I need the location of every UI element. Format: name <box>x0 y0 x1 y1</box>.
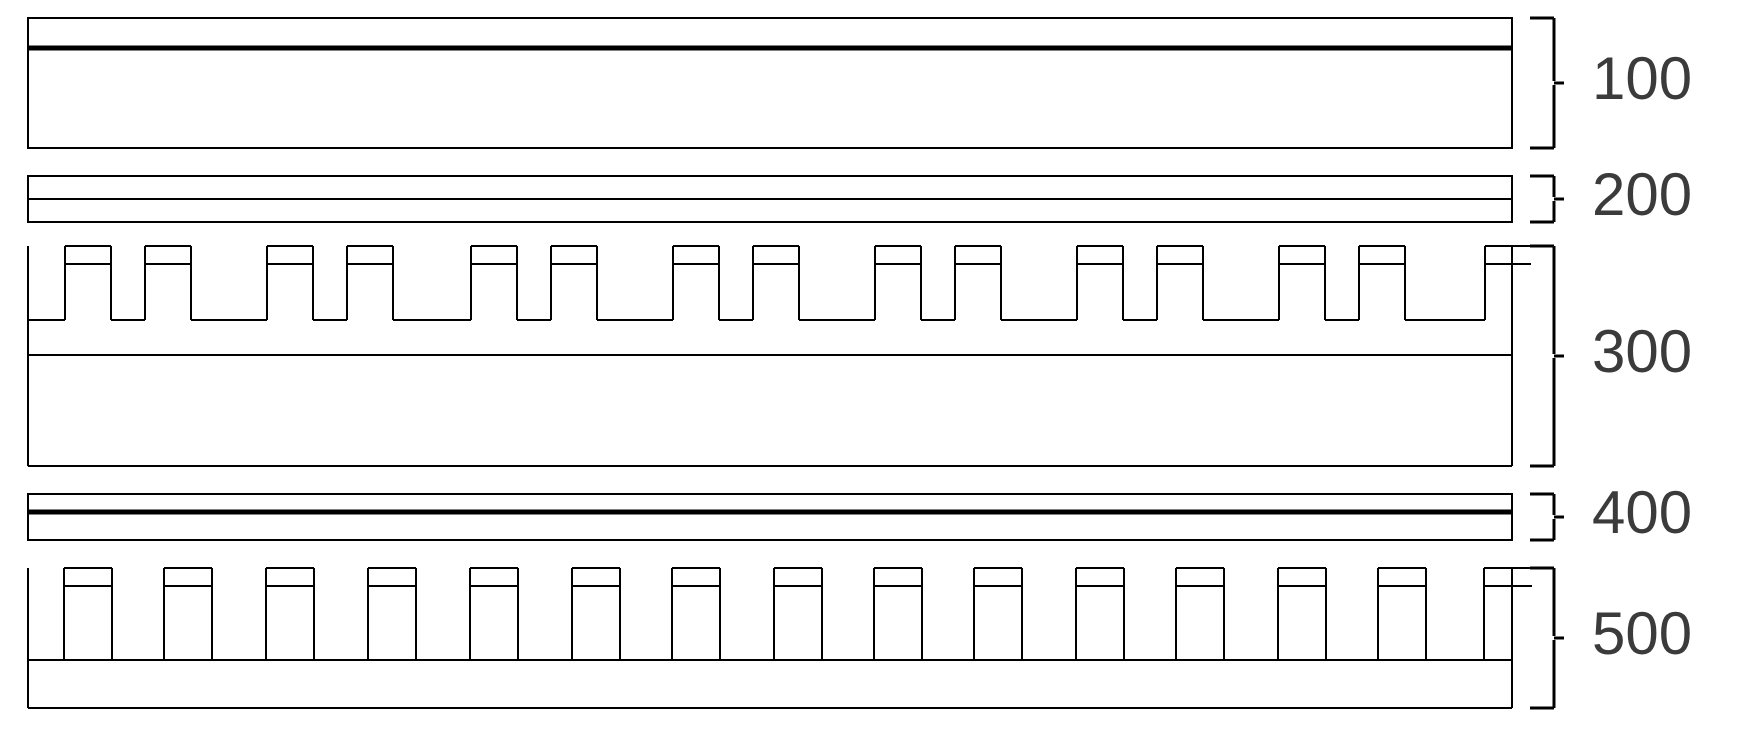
brace <box>1530 176 1564 222</box>
layer-200: 200 <box>28 161 1692 228</box>
layer-300-label: 300 <box>1592 318 1692 385</box>
brace <box>1530 246 1564 466</box>
layer-400: 400 <box>28 479 1692 546</box>
layer-200-label: 200 <box>1592 161 1692 228</box>
brace <box>1530 18 1564 148</box>
layer-500: 500 <box>28 568 1692 708</box>
brace <box>1530 494 1564 540</box>
layer-400-label: 400 <box>1592 479 1692 546</box>
brace <box>1530 568 1564 708</box>
layer-100-label: 100 <box>1592 45 1692 112</box>
layer-100: 100 <box>28 18 1692 148</box>
layer-500-label: 500 <box>1592 600 1692 667</box>
layer-300: 300 <box>28 246 1692 466</box>
